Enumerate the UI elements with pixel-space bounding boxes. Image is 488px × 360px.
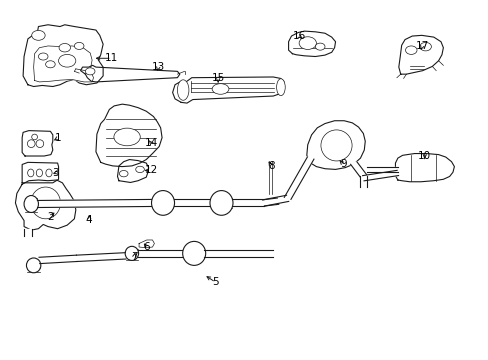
Ellipse shape bbox=[24, 195, 39, 212]
Text: 14: 14 bbox=[144, 138, 157, 148]
Circle shape bbox=[405, 46, 416, 54]
Text: 1: 1 bbox=[55, 133, 62, 143]
Ellipse shape bbox=[31, 187, 61, 219]
Polygon shape bbox=[139, 240, 154, 248]
Text: 8: 8 bbox=[267, 161, 274, 171]
Polygon shape bbox=[23, 229, 32, 237]
Ellipse shape bbox=[212, 84, 228, 94]
Ellipse shape bbox=[36, 140, 43, 148]
Polygon shape bbox=[306, 121, 365, 170]
Circle shape bbox=[74, 42, 84, 49]
Ellipse shape bbox=[177, 80, 188, 100]
Ellipse shape bbox=[151, 190, 174, 215]
Polygon shape bbox=[16, 180, 76, 230]
Text: 17: 17 bbox=[415, 41, 428, 51]
Text: 4: 4 bbox=[86, 215, 92, 225]
Text: 10: 10 bbox=[417, 151, 430, 161]
Ellipse shape bbox=[320, 130, 351, 161]
Text: 11: 11 bbox=[105, 53, 118, 63]
Circle shape bbox=[39, 53, 48, 60]
Text: 6: 6 bbox=[143, 242, 150, 252]
Circle shape bbox=[59, 44, 70, 52]
Polygon shape bbox=[38, 199, 153, 207]
Polygon shape bbox=[81, 66, 180, 82]
Ellipse shape bbox=[26, 258, 41, 273]
Polygon shape bbox=[138, 250, 184, 257]
Circle shape bbox=[32, 30, 45, 40]
Polygon shape bbox=[262, 195, 288, 206]
Polygon shape bbox=[350, 162, 366, 177]
Polygon shape bbox=[22, 162, 59, 183]
Polygon shape bbox=[204, 250, 273, 257]
Circle shape bbox=[45, 61, 55, 68]
Polygon shape bbox=[172, 77, 283, 103]
Circle shape bbox=[119, 171, 128, 177]
Polygon shape bbox=[34, 46, 93, 82]
Text: 12: 12 bbox=[144, 166, 157, 175]
Ellipse shape bbox=[36, 169, 42, 177]
Polygon shape bbox=[173, 199, 210, 207]
Polygon shape bbox=[366, 167, 397, 172]
Text: 3: 3 bbox=[52, 168, 59, 178]
Ellipse shape bbox=[27, 140, 35, 148]
Ellipse shape bbox=[209, 190, 232, 215]
Polygon shape bbox=[288, 31, 335, 57]
Polygon shape bbox=[22, 131, 53, 156]
Polygon shape bbox=[232, 199, 263, 207]
Ellipse shape bbox=[183, 242, 205, 265]
Text: 5: 5 bbox=[212, 277, 219, 287]
Polygon shape bbox=[362, 170, 398, 181]
Ellipse shape bbox=[28, 169, 34, 177]
Text: 2: 2 bbox=[47, 212, 54, 222]
Text: 16: 16 bbox=[292, 31, 305, 41]
Polygon shape bbox=[284, 157, 313, 199]
Circle shape bbox=[85, 68, 95, 75]
Polygon shape bbox=[23, 25, 103, 86]
Ellipse shape bbox=[276, 79, 285, 96]
Text: 15: 15 bbox=[211, 73, 224, 84]
Polygon shape bbox=[39, 255, 77, 264]
Polygon shape bbox=[96, 104, 162, 167]
Text: 13: 13 bbox=[151, 62, 164, 72]
Circle shape bbox=[419, 42, 430, 51]
Text: 7: 7 bbox=[131, 252, 137, 262]
Ellipse shape bbox=[46, 169, 52, 177]
Polygon shape bbox=[395, 154, 453, 182]
Ellipse shape bbox=[32, 134, 38, 140]
Circle shape bbox=[315, 43, 325, 50]
Polygon shape bbox=[398, 35, 443, 74]
Ellipse shape bbox=[114, 128, 140, 146]
Text: 9: 9 bbox=[339, 159, 346, 169]
Polygon shape bbox=[76, 253, 126, 261]
Polygon shape bbox=[263, 198, 278, 206]
Polygon shape bbox=[359, 176, 366, 187]
Circle shape bbox=[136, 166, 144, 172]
Ellipse shape bbox=[125, 246, 138, 260]
Circle shape bbox=[299, 37, 316, 49]
Polygon shape bbox=[117, 159, 148, 183]
